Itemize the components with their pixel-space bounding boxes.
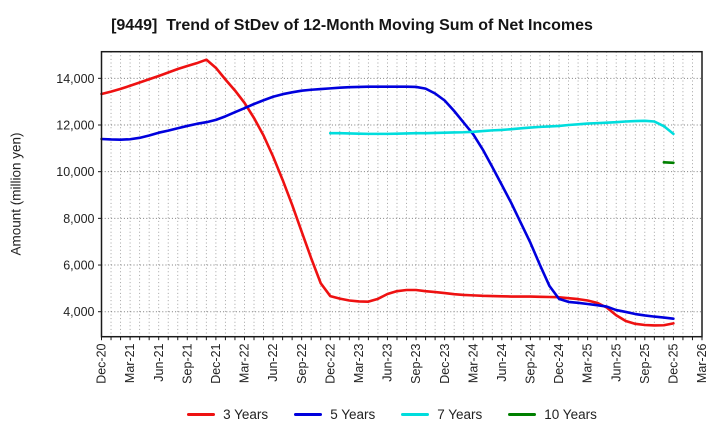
legend-item-10-years: 10 Years	[508, 407, 597, 422]
x-tick-label: Dec-23	[438, 343, 452, 383]
x-tick-label: Dec-25	[667, 343, 681, 383]
legend-item-7-years: 7 Years	[401, 407, 482, 422]
x-tick-label: Jun-23	[381, 343, 395, 381]
legend-swatch-10-years-icon	[508, 413, 537, 416]
legend-item-3-years: 3 Years	[187, 407, 268, 422]
chart-title: [9449] Trend of StDev of 12-Month Moving…	[111, 17, 593, 34]
x-tick-label: Mar-22	[238, 343, 252, 383]
y-tick-label: 8,000	[63, 212, 94, 226]
legend-swatch-5-years-icon	[294, 413, 323, 416]
series-line-7-years	[328, 119, 675, 136]
x-tick-label: Mar-23	[352, 343, 366, 383]
y-tick-label: 6,000	[63, 259, 94, 273]
y-tick-label: 10,000	[56, 165, 94, 179]
axis-frame	[100, 50, 703, 338]
legend-label-5-years: 5 Years	[330, 407, 376, 422]
legend-label-10-years: 10 Years	[544, 407, 597, 422]
x-tick-label: Sep-21	[180, 343, 194, 383]
x-tick-label: Sep-23	[409, 343, 423, 383]
x-tick-label: Mar-25	[581, 343, 595, 383]
legend-swatch-3-years-icon	[187, 413, 216, 416]
x-tick-label: Sep-25	[638, 343, 652, 383]
x-tick-label: Jun-25	[609, 343, 623, 381]
series-line-3-years	[100, 58, 675, 327]
legend-label-7-years: 7 Years	[437, 407, 483, 422]
x-tick-label: Mar-24	[466, 343, 480, 383]
legend-label-3-years: 3 Years	[223, 407, 269, 422]
x-tick-label: Sep-22	[295, 343, 309, 383]
x-tick-label: Dec-20	[95, 343, 109, 383]
legend-swatch-7-years-icon	[401, 413, 430, 416]
y-tick-label: 4,000	[63, 305, 94, 319]
x-tick-label: Dec-21	[209, 343, 223, 383]
x-tick-label: Sep-24	[524, 343, 538, 383]
x-tick-label: Jun-21	[152, 343, 166, 381]
x-tick-label: Mar-26	[695, 343, 709, 383]
x-tick-label: Jun-24	[495, 343, 509, 381]
series-line-5-years	[100, 85, 675, 321]
legend-item-5-years: 5 Years	[294, 407, 375, 422]
x-tick-label: Dec-24	[552, 343, 566, 383]
y-tick-label: 12,000	[56, 119, 94, 133]
legend: 3 Years 5 Years 7 Years 10 Years	[80, 407, 704, 422]
x-tick-label: Mar-21	[123, 343, 137, 383]
x-tick-label: Dec-22	[323, 343, 337, 383]
y-tick-label: 14,000	[56, 72, 94, 86]
x-tick-label: Jun-22	[266, 343, 280, 381]
